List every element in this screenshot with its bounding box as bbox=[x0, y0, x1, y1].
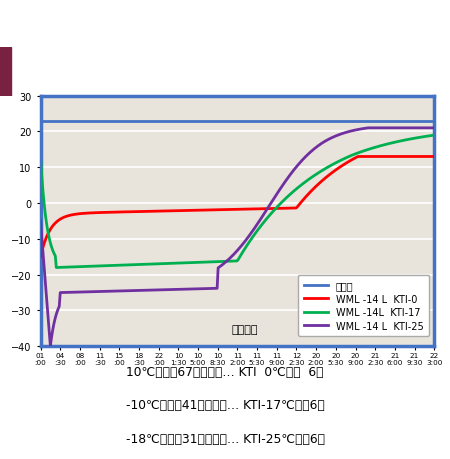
Bar bbox=[0, 48, 11, 96]
Text: 10℃以下を67時間維持… KTI  0℃用　  6個: 10℃以下を67時間維持… KTI 0℃用 6個 bbox=[126, 365, 324, 378]
Text: -10℃以下を41時間維持… KTI-17℃用　6個: -10℃以下を41時間維持… KTI-17℃用 6個 bbox=[126, 398, 324, 412]
Text: 経過時間: 経過時間 bbox=[232, 324, 258, 334]
Text: ボックス：KTB-WML-14L: ボックス：KTB-WML-14L bbox=[18, 65, 243, 84]
Text: 「キープサーモアイス」と併用した場合の保冷能力（25℃時）: 「キープサーモアイス」と併用した場合の保冷能力（25℃時） bbox=[120, 17, 330, 31]
Text: -18℃以下を31時間維持… KTI-25℃用　6個: -18℃以下を31時間維持… KTI-25℃用 6個 bbox=[126, 432, 324, 445]
Legend: 恒温室, WML -14 L  KTI-0, WML -14L  KTI-17, WML -14 L  KTI-25: 恒温室, WML -14 L KTI-0, WML -14L KTI-17, W… bbox=[298, 275, 429, 337]
